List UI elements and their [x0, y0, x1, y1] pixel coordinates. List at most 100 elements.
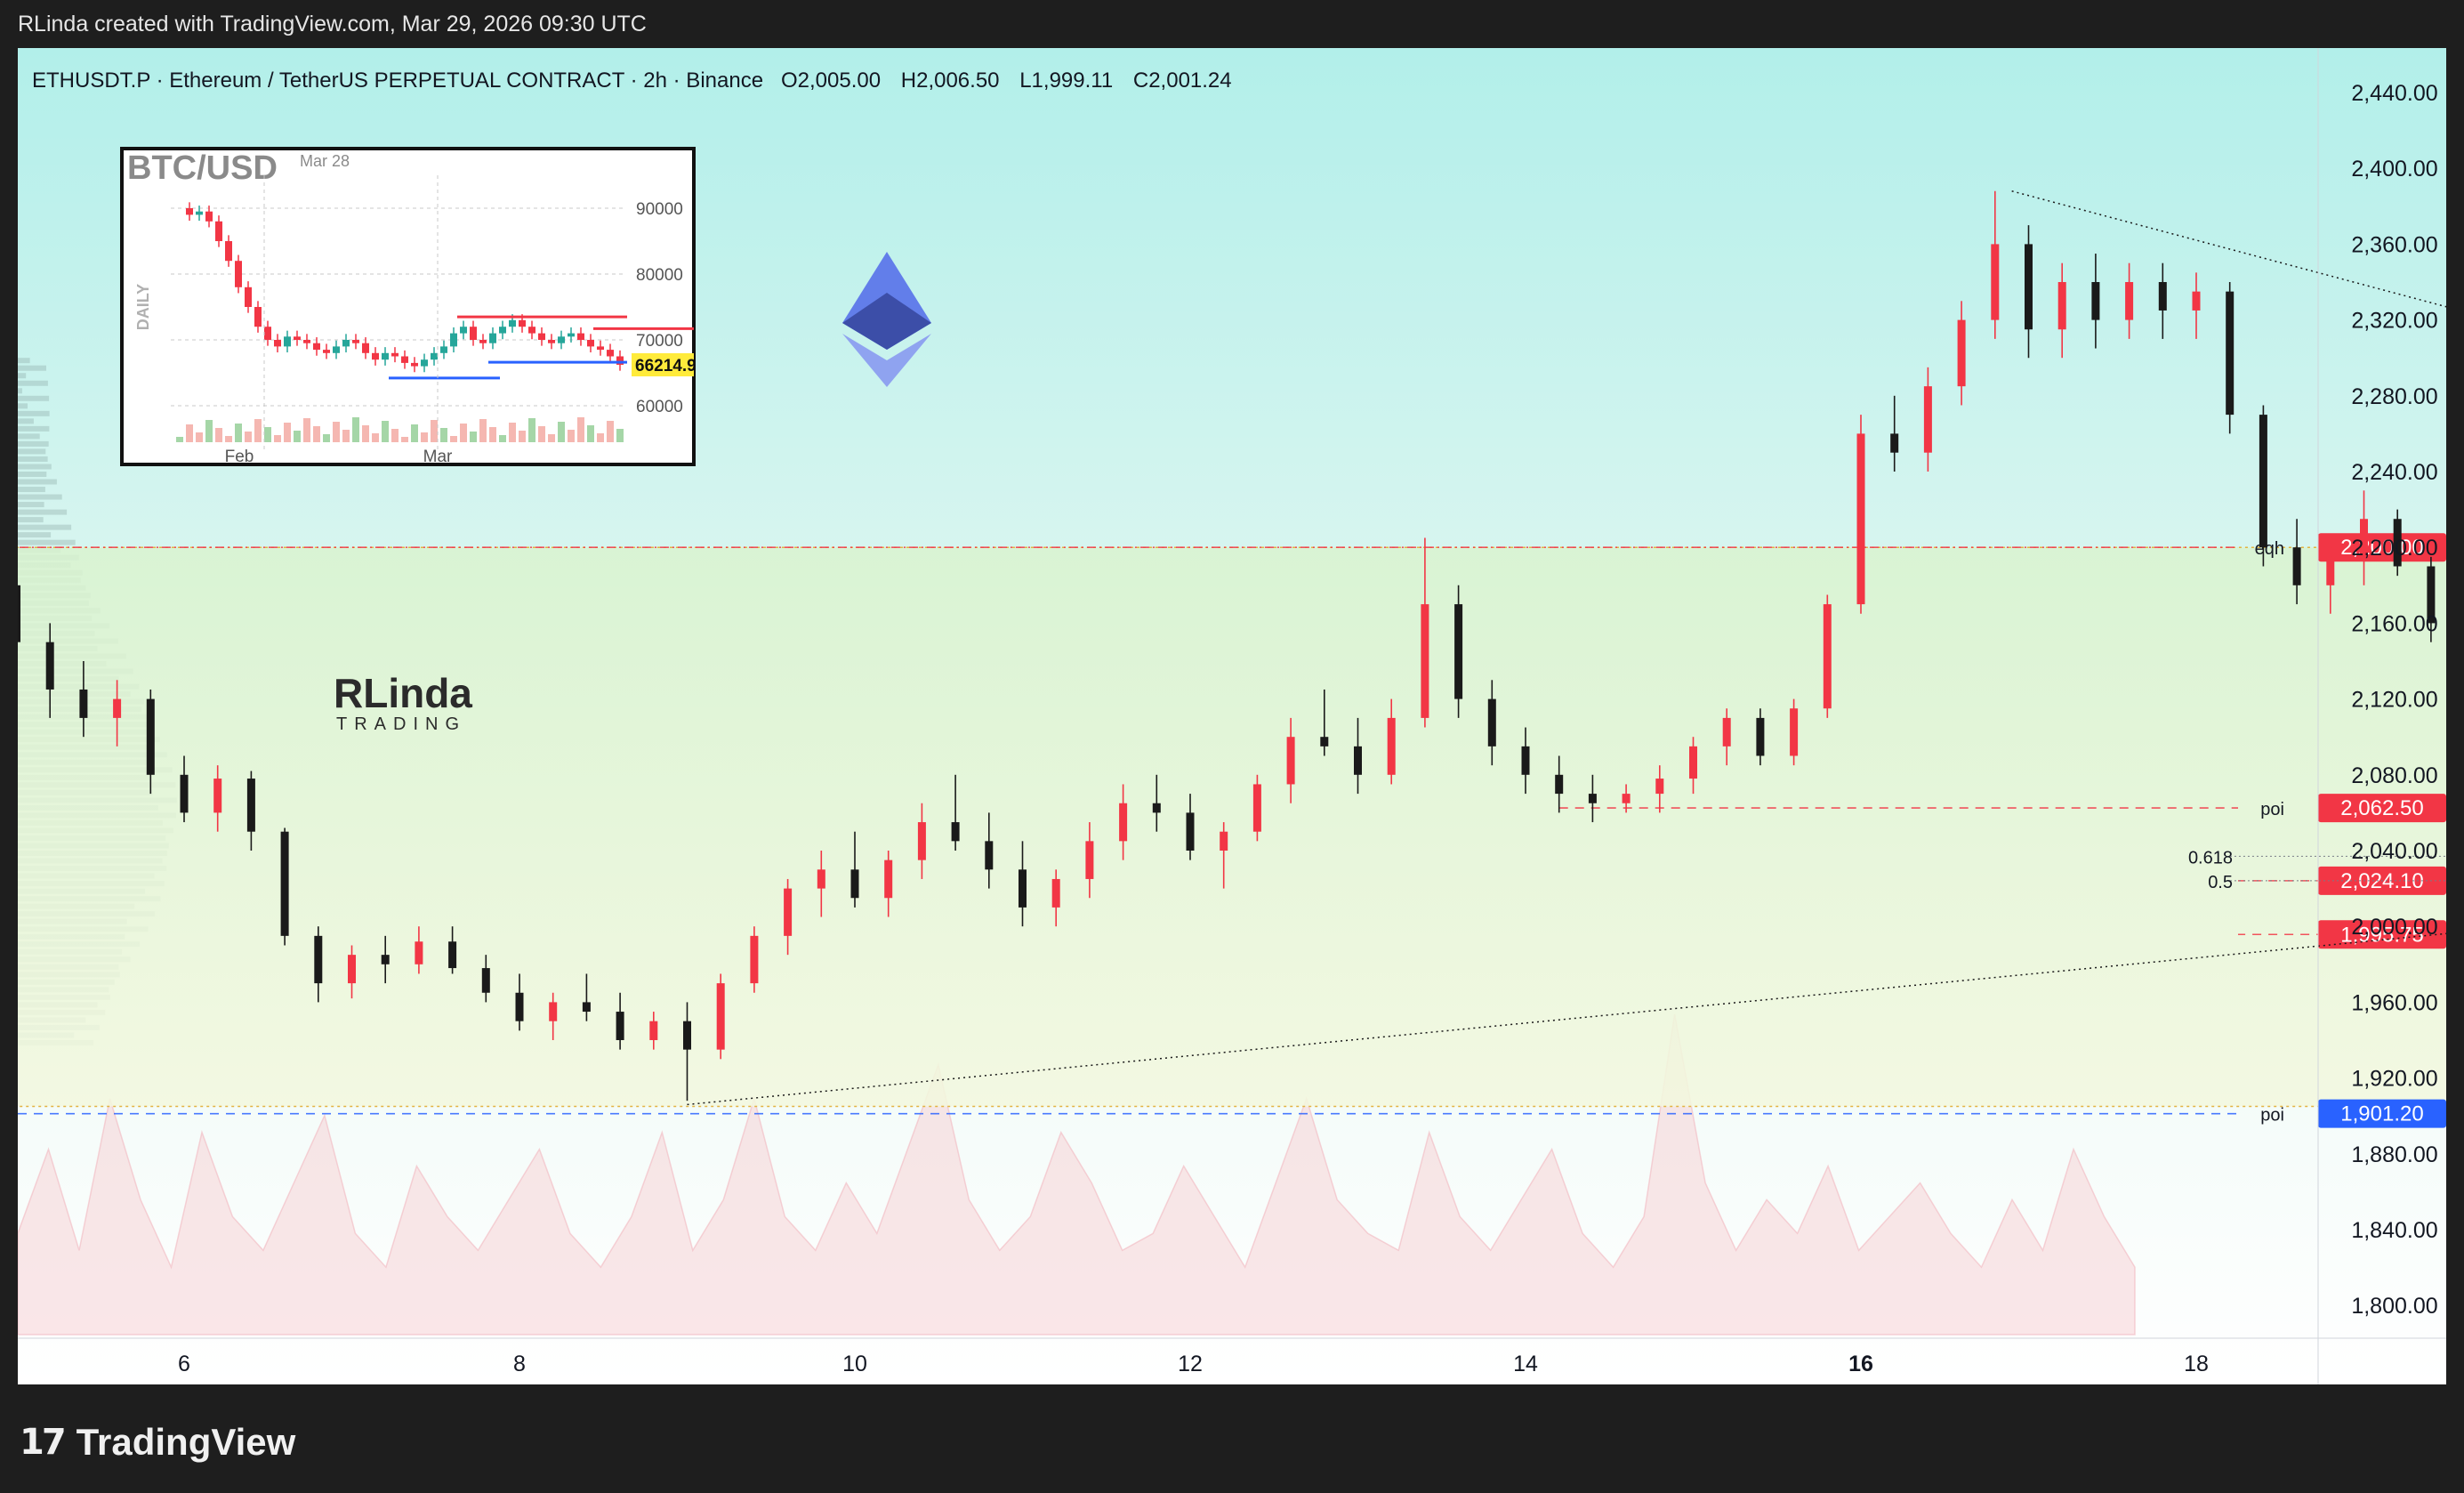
- candle-body[interactable]: [1220, 831, 1228, 851]
- y-tick-label: 2,160.00: [2351, 611, 2437, 636]
- candle-body[interactable]: [381, 955, 390, 964]
- inset-candle: [186, 208, 193, 215]
- candle-body[interactable]: [1085, 841, 1094, 879]
- candle-body[interactable]: [1622, 794, 1631, 803]
- candle-body[interactable]: [1454, 604, 1463, 699]
- candle-body[interactable]: [1252, 784, 1261, 832]
- inset-volume-bar: [274, 435, 281, 442]
- candle-body[interactable]: [1588, 794, 1597, 803]
- candle-body[interactable]: [2025, 244, 2033, 330]
- candle-body[interactable]: [1286, 737, 1295, 785]
- y-tick-label: 2,200.00: [2351, 536, 2437, 561]
- inset-volume-bar: [235, 424, 242, 442]
- volume-profile-bar: [18, 539, 76, 545]
- candle-body[interactable]: [1152, 803, 1161, 813]
- candle-body[interactable]: [2091, 282, 2100, 320]
- candle-body[interactable]: [1051, 878, 1060, 908]
- candle-body[interactable]: [2057, 282, 2066, 330]
- candle-body[interactable]: [2360, 519, 2368, 557]
- inset-candle: [440, 346, 447, 353]
- candles-layer[interactable]: [0, 190, 2464, 1102]
- candle-body[interactable]: [1722, 717, 1731, 746]
- inset-volume-bar: [460, 424, 467, 442]
- candle-body[interactable]: [2427, 566, 2436, 624]
- candle-body[interactable]: [985, 841, 994, 870]
- candle-body[interactable]: [314, 935, 323, 984]
- ohlc-open: O2,005.00: [781, 69, 881, 93]
- candle-body[interactable]: [1555, 774, 1564, 795]
- candle-body[interactable]: [1655, 779, 1664, 795]
- candle-body[interactable]: [2192, 291, 2201, 311]
- tradingview-logo[interactable]: 17 TradingView: [20, 1416, 295, 1469]
- candle-body[interactable]: [146, 698, 155, 775]
- volume-profile-bar: [18, 472, 47, 477]
- candle-body[interactable]: [649, 1021, 658, 1040]
- candle-body[interactable]: [1320, 737, 1329, 746]
- price-tag-text: 1,995.75: [2340, 923, 2423, 947]
- candle-body[interactable]: [1957, 319, 1966, 387]
- inset-candle: [294, 336, 301, 340]
- candle-body[interactable]: [951, 822, 960, 842]
- rlinda-watermark: RLinda: [334, 670, 472, 716]
- candle-body[interactable]: [1790, 708, 1799, 756]
- candle-body[interactable]: [750, 935, 759, 984]
- candle-body[interactable]: [1890, 433, 1899, 453]
- candle-body[interactable]: [2292, 547, 2301, 585]
- candle-body[interactable]: [2326, 556, 2335, 585]
- volume-profile-bar: [18, 456, 48, 462]
- inset-candle: [431, 352, 438, 360]
- candle-body[interactable]: [2393, 519, 2402, 567]
- btc-inset-chart[interactable]: BTC/USD Mar 28 DAILY 90000 80000 70000 60000 66…: [120, 147, 697, 466]
- inset-candle: [352, 340, 359, 343]
- candle-body[interactable]: [1689, 746, 1697, 779]
- candle-body[interactable]: [1991, 244, 2000, 320]
- candle-body[interactable]: [850, 869, 859, 899]
- candle-body[interactable]: [1487, 698, 1496, 746]
- candle-body[interactable]: [784, 888, 793, 936]
- candle-body[interactable]: [1923, 386, 1932, 453]
- candle-body[interactable]: [348, 955, 356, 984]
- candle-body[interactable]: [549, 1002, 558, 1021]
- candle-body[interactable]: [180, 774, 189, 813]
- candle-body[interactable]: [1354, 746, 1362, 775]
- candle-body[interactable]: [415, 941, 423, 964]
- candle-body[interactable]: [1856, 433, 1865, 605]
- candle-body[interactable]: [716, 983, 725, 1050]
- candle-body[interactable]: [817, 869, 825, 889]
- inset-candle: [401, 356, 408, 363]
- candle-body[interactable]: [515, 992, 524, 1021]
- candle-body[interactable]: [481, 968, 490, 993]
- tradingview-logo-icon: 17: [20, 1422, 67, 1463]
- candle-body[interactable]: [1019, 869, 1027, 908]
- candle-body[interactable]: [1186, 812, 1195, 851]
- candle-body[interactable]: [213, 779, 222, 813]
- candle-body[interactable]: [246, 779, 255, 832]
- y-tick-label: 1,880.00: [2351, 1142, 2437, 1167]
- candle-body[interactable]: [683, 1021, 691, 1050]
- candle-body[interactable]: [1756, 717, 1765, 756]
- candle-body[interactable]: [2158, 282, 2167, 311]
- candle-body[interactable]: [1823, 604, 1832, 709]
- candle-body[interactable]: [1421, 604, 1429, 718]
- inset-candle: [587, 340, 594, 347]
- inset-candle: [313, 343, 320, 351]
- candle-body[interactable]: [448, 941, 457, 969]
- inset-candle: [597, 346, 604, 351]
- candle-body[interactable]: [582, 1002, 591, 1013]
- candle-body[interactable]: [917, 822, 926, 860]
- candle-body[interactable]: [2226, 291, 2235, 416]
- candle-body[interactable]: [616, 1012, 624, 1040]
- candle-body[interactable]: [280, 831, 289, 936]
- candle-body[interactable]: [1387, 717, 1396, 775]
- candle-body[interactable]: [2125, 282, 2134, 320]
- candle-body[interactable]: [1521, 746, 1530, 775]
- candle-body[interactable]: [884, 859, 893, 899]
- candle-body[interactable]: [79, 689, 88, 718]
- inset-candle: [215, 221, 222, 241]
- symbol-line: ETHUSDT.P · Ethereum / TetherUS PERPETUA…: [32, 69, 763, 93]
- candle-body[interactable]: [45, 642, 54, 690]
- candle-body[interactable]: [113, 698, 122, 718]
- candle-body[interactable]: [1119, 803, 1128, 842]
- candle-body[interactable]: [2259, 415, 2267, 548]
